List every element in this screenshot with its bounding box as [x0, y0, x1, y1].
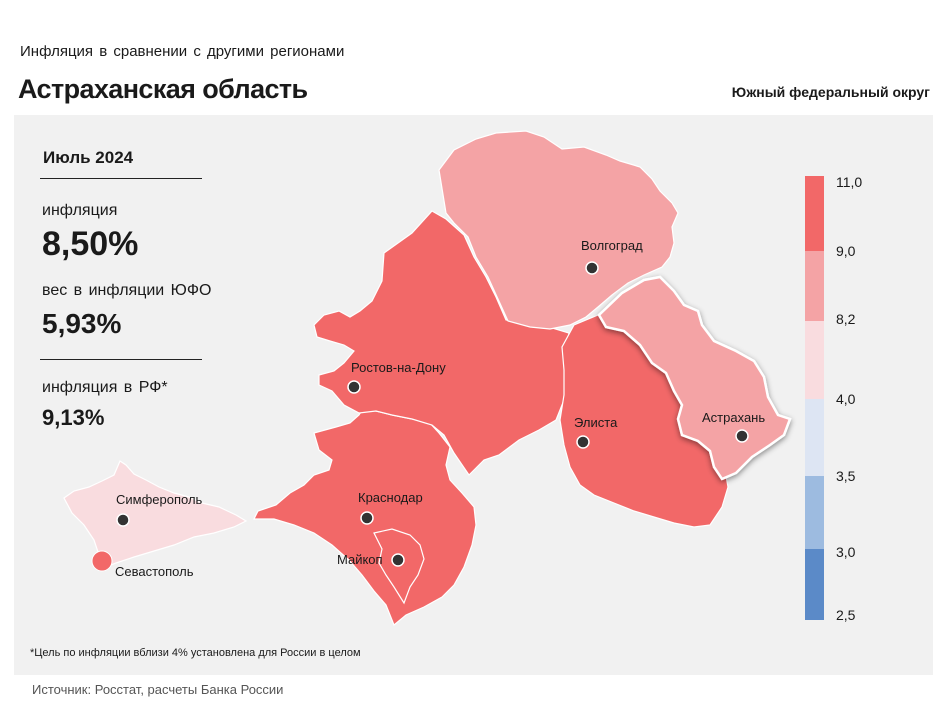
region-crimea — [63, 460, 248, 568]
region-astrakhan — [597, 275, 792, 481]
legend-band — [805, 476, 824, 549]
inflation-value: 8,50% — [42, 225, 139, 263]
region-rostov — [313, 210, 570, 476]
sevastopol-marker — [91, 550, 113, 572]
weight-value: 5,93% — [42, 308, 122, 339]
legend-label: 3,5 — [836, 468, 856, 484]
city-label: Волгоград — [581, 238, 643, 253]
footnote: *Цель по инфляции вблизи 4% установлена … — [30, 647, 361, 659]
inflation-label: инфляция — [42, 202, 118, 219]
legend-label: 9,0 — [836, 243, 856, 259]
legend-label: 2,5 — [836, 607, 856, 623]
divider — [40, 359, 202, 360]
map-panel: Июль 2024 инфляция 8,50% вес в инфляции … — [14, 115, 933, 675]
page-title: Астраханская область — [18, 74, 308, 104]
city-rostov: Ростов-на-Дону — [347, 360, 446, 394]
source-note: Источник: Росстат, расчеты Банка России — [32, 682, 284, 697]
legend-label: 11,0 — [836, 174, 862, 190]
city-maykop: Майкоп — [337, 552, 405, 567]
color-legend: 11,0 9,0 8,2 4,0 3,5 3,0 2,5 — [805, 174, 862, 623]
city-simferopol: Симферополь — [116, 492, 203, 527]
city-label: Элиста — [574, 415, 618, 430]
city-label: Краснодар — [358, 490, 423, 505]
city-label: Симферополь — [116, 492, 203, 507]
page-subtitle: Инфляция в сравнении с другими регионами — [20, 43, 345, 60]
legend-band — [805, 176, 824, 251]
city-label: Майкоп — [337, 552, 383, 567]
legend-label: 8,2 — [836, 311, 856, 327]
city-label: Ростов-на-Дону — [351, 360, 446, 375]
russia-inflation-label: инфляция в РФ* — [42, 379, 168, 396]
russia-inflation-value: 9,13% — [42, 405, 105, 430]
city-label-sevastopol: Севастополь — [115, 564, 194, 579]
divider — [40, 178, 202, 179]
legend-label: 3,0 — [836, 544, 856, 560]
legend-band — [805, 251, 824, 321]
city-elista: Элиста — [574, 415, 618, 449]
legend-band — [805, 399, 824, 476]
city-krasnodar: Краснодар — [358, 490, 423, 525]
legend-band — [805, 321, 824, 399]
region-volgograd — [438, 130, 679, 330]
city-volgograd: Волгоград — [581, 238, 643, 275]
period-label: Июль 2024 — [43, 148, 134, 167]
legend-label: 4,0 — [836, 391, 856, 407]
city-astrakhan: Астрахань — [702, 410, 765, 443]
legend-band — [805, 549, 824, 620]
city-label: Астрахань — [702, 410, 765, 425]
district-label: Южный федеральный округ — [731, 84, 930, 100]
weight-label: вес в инфляции ЮФО — [42, 282, 212, 299]
regions-map: Волгоград Ростов-на-Дону Элиста Астрахан… — [63, 130, 862, 626]
